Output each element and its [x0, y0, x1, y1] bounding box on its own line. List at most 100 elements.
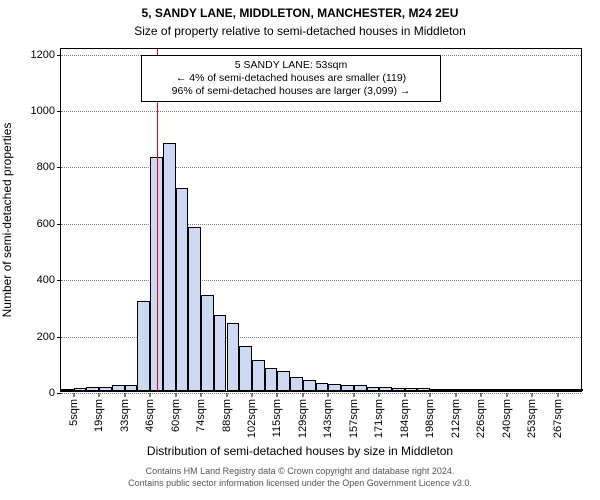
y-tick-label: 0 [49, 387, 61, 399]
histogram-bar [392, 388, 405, 391]
histogram-bar [468, 389, 481, 391]
x-tick-label: 226sqm [475, 399, 487, 438]
x-tick-mark [379, 393, 380, 397]
chart-title-main: 5, SANDY LANE, MIDDLETON, MANCHESTER, M2… [0, 6, 600, 20]
x-tick-label: 19sqm [93, 399, 105, 432]
y-tick-label: 1000 [31, 105, 61, 117]
x-tick-label: 184sqm [399, 399, 411, 438]
histogram-bar [163, 143, 176, 391]
y-axis-label: Number of semi-detached properties [0, 123, 14, 318]
info-line-1: 5 SANDY LANE: 53sqm [148, 59, 434, 72]
x-tick-mark [455, 393, 456, 397]
x-tick-mark [150, 393, 151, 397]
histogram-bar [367, 387, 380, 391]
histogram-bar [227, 323, 240, 391]
plot-area: 5 SANDY LANE: 53sqm ← 4% of semi-detache… [60, 48, 582, 392]
histogram-bar [354, 385, 367, 391]
histogram-bar [277, 371, 290, 391]
histogram-bar [316, 383, 329, 391]
x-axis-label: Distribution of semi-detached houses by … [0, 444, 600, 458]
histogram-bar [112, 385, 125, 391]
gridline [61, 111, 581, 112]
x-tick-mark [175, 393, 176, 397]
info-box: 5 SANDY LANE: 53sqm ← 4% of semi-detache… [141, 55, 441, 102]
x-tick-label: 60sqm [170, 399, 182, 432]
x-tick-label: 240sqm [501, 399, 513, 438]
histogram-bar [188, 227, 201, 391]
histogram-bar [545, 389, 558, 391]
x-tick-mark [481, 393, 482, 397]
x-tick-mark [251, 393, 252, 397]
histogram-bar [214, 315, 227, 391]
histogram-bar [456, 389, 469, 391]
gridline [61, 224, 581, 225]
histogram-bar [86, 387, 99, 391]
x-tick-mark [532, 393, 533, 397]
histogram-bar [290, 377, 303, 391]
histogram-bar [125, 385, 138, 391]
footer-line-1: Contains HM Land Registry data © Crown c… [0, 466, 600, 476]
x-tick-mark [277, 393, 278, 397]
x-tick-mark [302, 393, 303, 397]
histogram-bar [570, 389, 583, 391]
histogram-bar [481, 389, 494, 391]
x-tick-label: 143sqm [322, 399, 334, 438]
x-tick-label: 198sqm [424, 399, 436, 438]
x-tick-mark [404, 393, 405, 397]
x-tick-label: 5sqm [68, 399, 80, 426]
x-tick-label: 267sqm [552, 399, 564, 438]
histogram-bar [137, 301, 150, 391]
gridline [61, 393, 581, 394]
x-tick-label: 253sqm [526, 399, 538, 438]
gridline [61, 280, 581, 281]
histogram-bar [74, 388, 87, 391]
x-tick-label: 157sqm [348, 399, 360, 438]
histogram-bar [265, 368, 278, 391]
x-tick-mark [328, 393, 329, 397]
chart-container: 5, SANDY LANE, MIDDLETON, MANCHESTER, M2… [0, 0, 600, 500]
x-tick-label: 74sqm [195, 399, 207, 432]
x-tick-label: 115sqm [271, 399, 283, 437]
x-tick-label: 212sqm [450, 399, 462, 438]
histogram-bar [239, 346, 252, 391]
x-tick-mark [353, 393, 354, 397]
chart-title-sub: Size of property relative to semi-detach… [0, 24, 600, 38]
histogram-bar [494, 389, 507, 391]
footer-line-2: Contains public sector information licen… [0, 478, 600, 488]
y-tick-label: 600 [37, 218, 61, 230]
info-line-2: ← 4% of semi-detached houses are smaller… [148, 72, 434, 85]
y-tick-label: 1200 [31, 49, 61, 61]
histogram-bar [417, 388, 430, 391]
histogram-bar [252, 360, 265, 391]
x-tick-mark [201, 393, 202, 397]
histogram-bar [341, 385, 354, 391]
histogram-bar [176, 188, 189, 391]
gridline [61, 167, 581, 168]
histogram-bar [201, 295, 214, 391]
histogram-bar [303, 380, 316, 391]
x-tick-label: 129sqm [297, 399, 309, 438]
histogram-bar [430, 389, 443, 391]
x-tick-mark [557, 393, 558, 397]
y-tick-label: 200 [37, 331, 61, 343]
x-tick-label: 102sqm [246, 399, 258, 438]
histogram-bar [379, 387, 392, 391]
x-tick-mark [226, 393, 227, 397]
x-tick-mark [430, 393, 431, 397]
x-tick-label: 171sqm [373, 399, 385, 438]
x-tick-label: 88sqm [221, 399, 233, 432]
x-tick-label: 33sqm [119, 399, 131, 432]
histogram-bar [405, 388, 418, 391]
x-tick-mark [506, 393, 507, 397]
histogram-bar [558, 389, 571, 391]
histogram-bar [507, 389, 520, 391]
info-line-3: 96% of semi-detached houses are larger (… [148, 85, 434, 98]
x-tick-mark [73, 393, 74, 397]
histogram-bar [61, 389, 74, 391]
histogram-bar [443, 389, 456, 391]
y-tick-label: 400 [37, 274, 61, 286]
y-tick-label: 800 [37, 161, 61, 173]
x-tick-label: 46sqm [144, 399, 156, 432]
histogram-bar [532, 389, 545, 391]
x-tick-mark [124, 393, 125, 397]
